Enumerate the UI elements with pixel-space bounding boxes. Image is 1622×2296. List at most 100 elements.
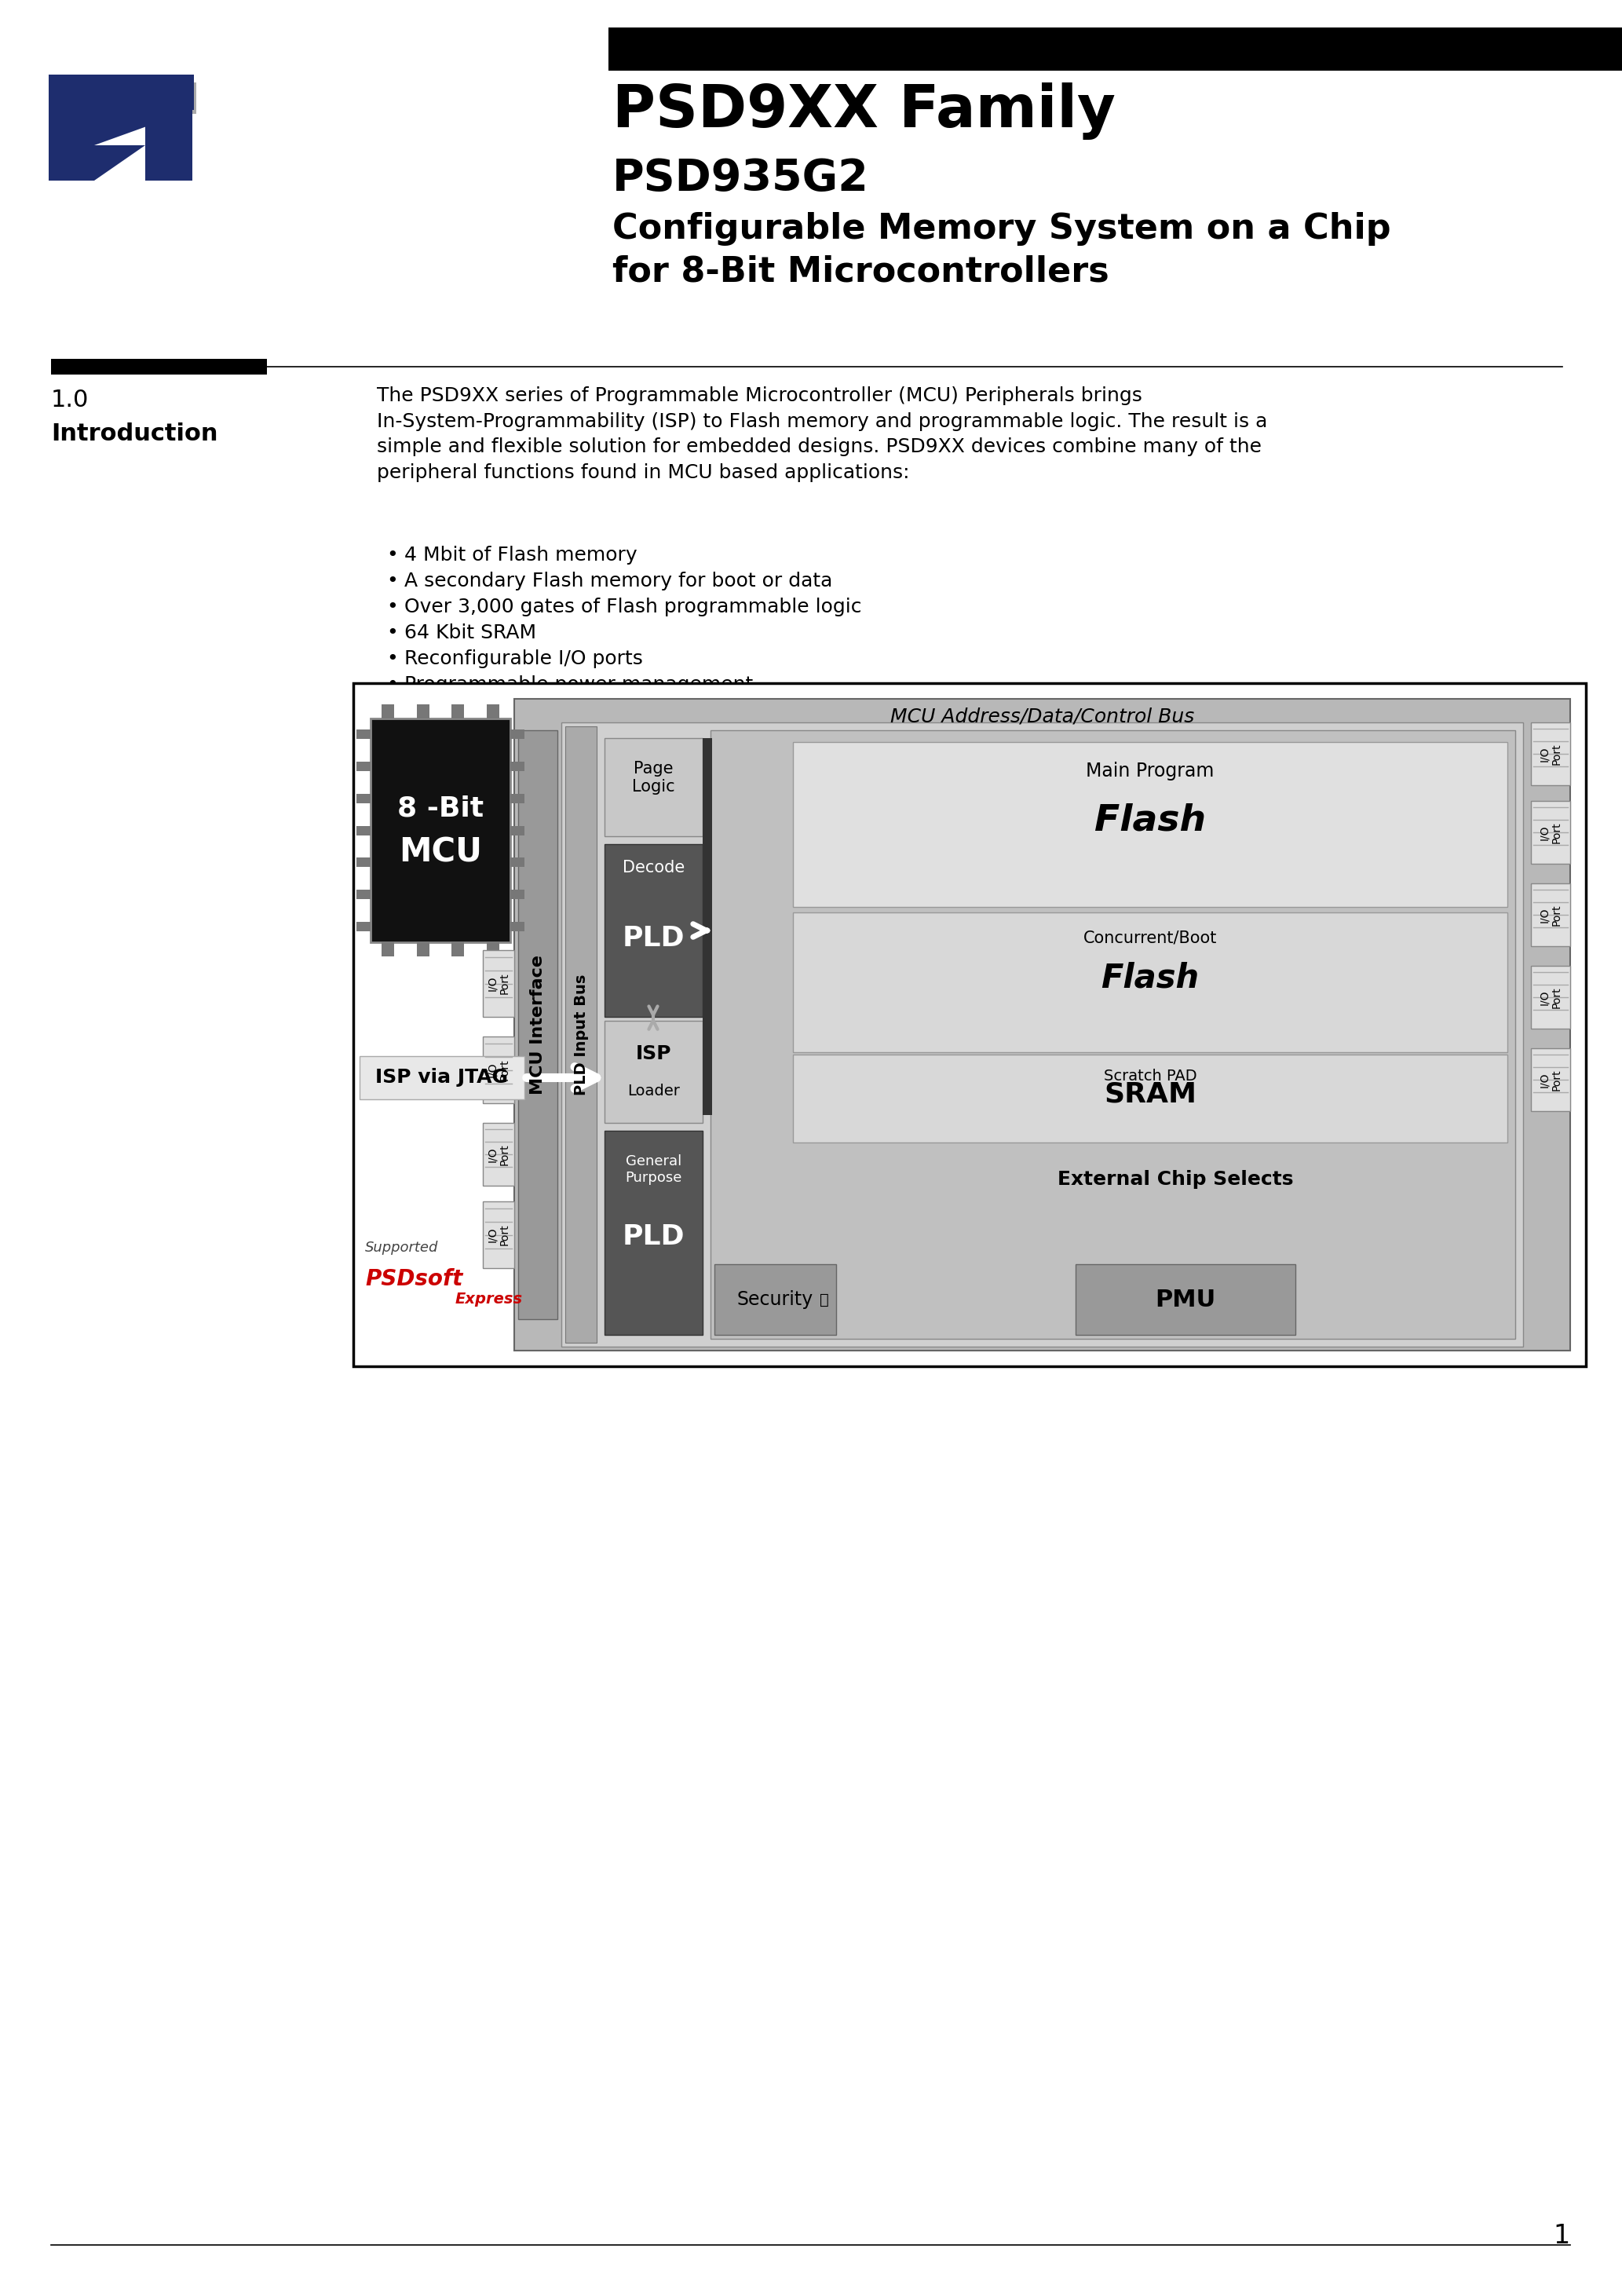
- Bar: [487, 705, 500, 719]
- Bar: [793, 1054, 1507, 1143]
- Bar: [511, 762, 524, 771]
- Bar: [381, 705, 394, 719]
- Text: Configurable Memory System on a Chip
for 8-Bit Microcontrollers: Configurable Memory System on a Chip for…: [613, 211, 1392, 289]
- Text: 1.0: 1.0: [50, 388, 89, 411]
- Text: Flash: Flash: [1101, 962, 1199, 994]
- Text: Supported: Supported: [365, 1240, 438, 1256]
- Bar: [511, 827, 524, 836]
- Bar: [451, 705, 464, 719]
- Text: •: •: [386, 675, 399, 693]
- Text: Flash: Flash: [1095, 804, 1205, 838]
- Text: PSDsoft: PSDsoft: [365, 1267, 462, 1290]
- Text: •: •: [386, 650, 399, 668]
- Text: PLD Input Bus: PLD Input Bus: [574, 974, 589, 1095]
- Bar: [417, 941, 430, 957]
- Bar: [83, 83, 196, 115]
- Text: I/O
Port: I/O Port: [1539, 987, 1562, 1008]
- Text: Concurrent/Boot: Concurrent/Boot: [1083, 930, 1216, 946]
- Text: I/O
Port: I/O Port: [487, 1058, 511, 1081]
- Polygon shape: [49, 110, 193, 145]
- Bar: [1531, 967, 1570, 1029]
- Bar: [357, 921, 370, 930]
- Text: I/O
Port: I/O Port: [487, 1224, 511, 1247]
- Bar: [146, 106, 193, 181]
- Bar: [354, 684, 1586, 1366]
- Text: I/O
Port: I/O Port: [487, 1143, 511, 1164]
- Bar: [360, 1056, 524, 1100]
- Text: Security: Security: [736, 1290, 814, 1309]
- Text: ISP via JTAG: ISP via JTAG: [376, 1068, 508, 1086]
- Text: Express: Express: [456, 1293, 522, 1306]
- Bar: [605, 737, 702, 836]
- Text: 4 Mbit of Flash memory: 4 Mbit of Flash memory: [404, 546, 637, 565]
- Text: MCU Address/Data/Control Bus: MCU Address/Data/Control Bus: [890, 707, 1194, 726]
- Bar: [710, 730, 1515, 1339]
- Bar: [511, 794, 524, 804]
- Text: Programmable power management.: Programmable power management.: [404, 675, 759, 693]
- Text: 1: 1: [1554, 2223, 1570, 2248]
- Text: PSD9XX Family: PSD9XX Family: [613, 83, 1116, 140]
- Text: 64 Kbit SRAM: 64 Kbit SRAM: [404, 625, 537, 643]
- Text: I/O
Port: I/O Port: [1539, 822, 1562, 843]
- Bar: [483, 1035, 514, 1104]
- Text: Over 3,000 gates of Flash programmable logic: Over 3,000 gates of Flash programmable l…: [404, 597, 861, 615]
- Bar: [483, 1123, 514, 1185]
- Text: ISP: ISP: [636, 1045, 672, 1063]
- Text: PLD: PLD: [623, 1224, 684, 1249]
- Text: Loader: Loader: [628, 1084, 680, 1097]
- Text: The PSD9XX series of Programmable Microcontroller (MCU) Peripherals brings
In-Sy: The PSD9XX series of Programmable Microc…: [376, 386, 1267, 482]
- Text: Main Program: Main Program: [1087, 762, 1215, 781]
- Text: I/O
Port: I/O Port: [487, 974, 511, 994]
- Text: •: •: [386, 546, 399, 565]
- Text: SRAM: SRAM: [1105, 1081, 1197, 1109]
- Text: MCU Interface: MCU Interface: [530, 955, 545, 1095]
- Polygon shape: [49, 145, 146, 181]
- Text: •: •: [386, 597, 399, 615]
- Bar: [793, 742, 1507, 907]
- Bar: [1531, 1049, 1570, 1111]
- Bar: [511, 859, 524, 868]
- Bar: [605, 845, 702, 1017]
- Bar: [511, 730, 524, 739]
- Bar: [487, 941, 500, 957]
- Bar: [1531, 884, 1570, 946]
- Bar: [1531, 801, 1570, 863]
- Text: I/O
Port: I/O Port: [1539, 744, 1562, 765]
- Bar: [357, 859, 370, 868]
- Text: A secondary Flash memory for boot or data: A secondary Flash memory for boot or dat…: [404, 572, 832, 590]
- Bar: [357, 762, 370, 771]
- Bar: [417, 705, 430, 719]
- Text: •: •: [386, 572, 399, 590]
- Bar: [370, 719, 511, 941]
- Bar: [1075, 1265, 1296, 1334]
- Bar: [793, 912, 1507, 1052]
- Bar: [714, 1265, 835, 1334]
- Bar: [702, 737, 712, 1116]
- Bar: [564, 726, 597, 1343]
- Text: MCU: MCU: [399, 836, 482, 868]
- Text: I/O
Port: I/O Port: [1539, 1070, 1562, 1091]
- Bar: [511, 921, 524, 930]
- Text: 8 -Bit: 8 -Bit: [397, 794, 483, 822]
- Bar: [483, 951, 514, 1017]
- Text: External Chip Selects: External Chip Selects: [1058, 1171, 1294, 1189]
- Bar: [49, 73, 195, 110]
- Bar: [605, 1130, 702, 1334]
- Text: I/O
Port: I/O Port: [1539, 905, 1562, 925]
- Bar: [381, 941, 394, 957]
- Bar: [357, 827, 370, 836]
- Text: Introduction: Introduction: [50, 422, 217, 445]
- Bar: [608, 28, 1622, 71]
- Bar: [511, 889, 524, 900]
- Text: Decode: Decode: [623, 859, 684, 875]
- Bar: [1531, 723, 1570, 785]
- Bar: [605, 1022, 702, 1123]
- Text: General
Purpose: General Purpose: [624, 1155, 681, 1185]
- Bar: [451, 941, 464, 957]
- Text: Page
Logic: Page Logic: [633, 760, 675, 794]
- Bar: [50, 358, 268, 374]
- Bar: [517, 730, 558, 1320]
- Bar: [357, 889, 370, 900]
- Text: PLD: PLD: [623, 925, 684, 953]
- Text: Scratch PAD: Scratch PAD: [1103, 1068, 1197, 1084]
